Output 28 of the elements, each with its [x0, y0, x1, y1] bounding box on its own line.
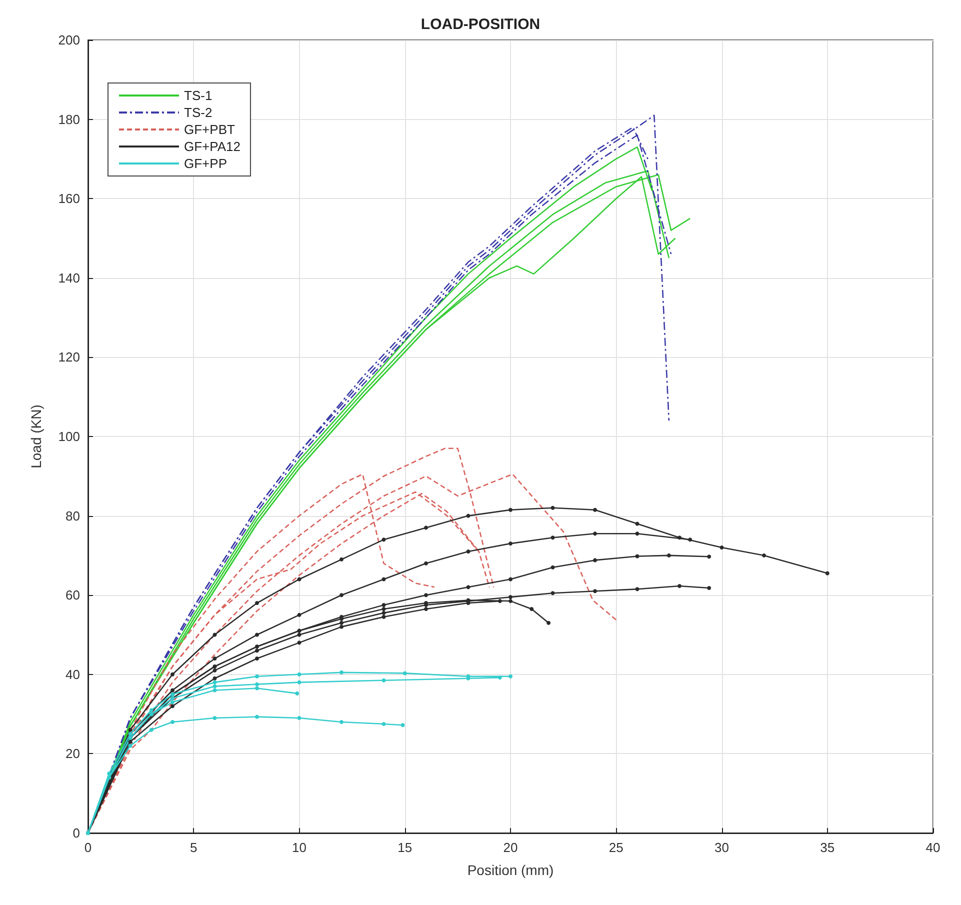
y-tick-label: 140: [58, 270, 80, 286]
y-tick-label: 200: [58, 32, 80, 48]
legend-label: GF+PP: [184, 156, 227, 171]
y-tick-label: 80: [66, 508, 80, 524]
y-axis-title: Load (KN): [28, 404, 44, 468]
y-tick-label: 60: [66, 588, 80, 603]
y-tick-label: 40: [66, 666, 80, 682]
y-tick-label: 180: [58, 112, 80, 127]
x-tick-label: 0: [84, 840, 92, 855]
legend-label: GF+PA12: [184, 139, 240, 154]
legend-label: TS-1: [184, 88, 212, 103]
y-tick-label: 0: [72, 826, 80, 840]
x-tick-label: 10: [292, 840, 306, 855]
y-tick-label: 100: [58, 429, 80, 444]
x-tick-label: 25: [608, 840, 624, 855]
x-tick-label: 20: [503, 840, 518, 855]
y-tick-label: 20: [66, 746, 80, 762]
x-tick-label: 30: [714, 840, 729, 855]
legend-label: GF+PBT: [184, 122, 235, 137]
x-tick-label: 40: [926, 840, 940, 855]
y-tick-label: 120: [58, 350, 80, 365]
x-tick-label: 5: [190, 840, 198, 855]
chart-title: LOAD-POSITION: [420, 16, 540, 33]
y-tick-label: 160: [58, 191, 80, 206]
x-tick-label: 15: [398, 840, 412, 855]
legend-label: TS-2: [184, 105, 212, 120]
x-tick-label: 35: [820, 840, 835, 855]
x-axis-title: Position (mm): [467, 862, 554, 878]
